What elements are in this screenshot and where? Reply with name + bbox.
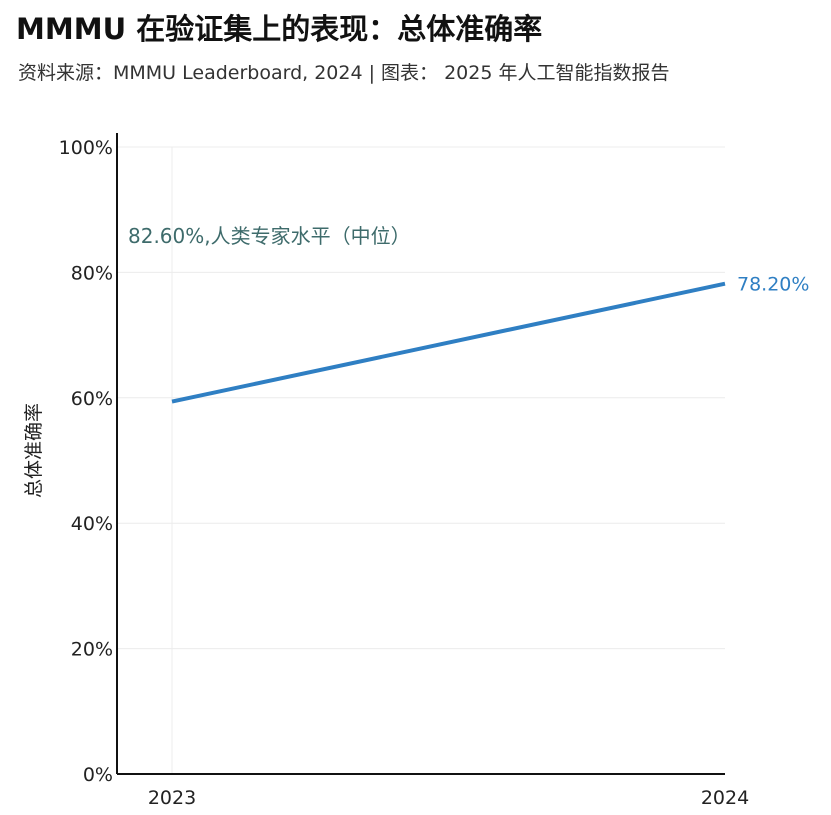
- chart-title: MMMU 在验证集上的表现：总体准确率: [16, 12, 543, 46]
- human-expert-annotation: 82.60%,人类专家水平（中位）: [128, 224, 411, 248]
- x-tick-label: 2023: [148, 787, 196, 809]
- series-line: [171, 281, 726, 404]
- x-tick-label: 2024: [701, 787, 749, 809]
- y-tick-label: 100%: [59, 137, 113, 159]
- series-end-label: 78.20%: [737, 274, 809, 296]
- y-tick-label: 60%: [71, 388, 113, 410]
- y-tick-label: 0%: [83, 764, 113, 786]
- y-axis-title: 总体准确率: [23, 403, 45, 498]
- y-tick-label: 80%: [71, 262, 113, 284]
- y-tick-label: 40%: [71, 513, 113, 535]
- chart-subtitle: 资料来源：MMMU Leaderboard, 2024 | 图表： 2025 年…: [18, 62, 670, 84]
- y-tick-label: 20%: [71, 639, 113, 661]
